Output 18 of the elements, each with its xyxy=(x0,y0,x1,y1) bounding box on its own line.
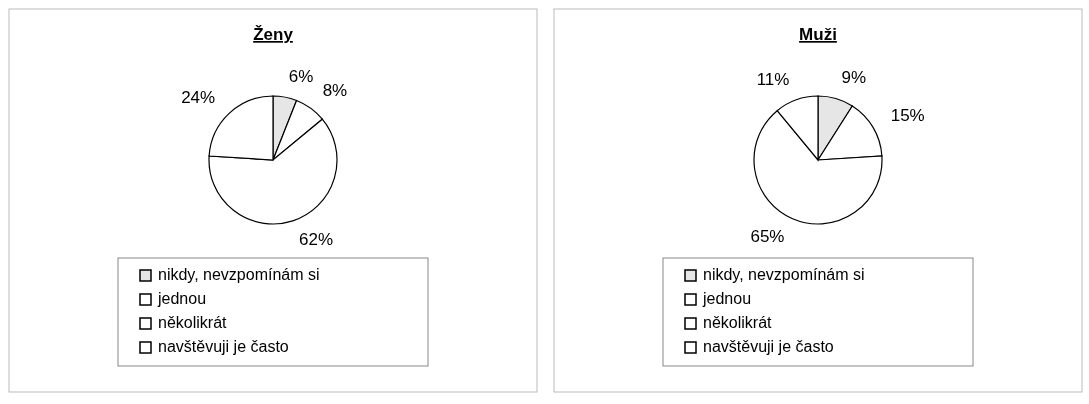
data-label: 9% xyxy=(841,68,867,88)
legend-label: nikdy, nevzpomínám si xyxy=(703,266,865,283)
legend-label: nikdy, nevzpomínám si xyxy=(158,266,320,283)
data-label: 8% xyxy=(322,81,348,101)
legend-label: několikrát xyxy=(158,314,228,331)
legend-label: několikrát xyxy=(703,314,773,331)
chart-title: Ženy xyxy=(253,25,294,44)
chart-title: Muži xyxy=(799,25,837,44)
data-label: 62% xyxy=(299,229,334,249)
legend-label: navštěvuji je často xyxy=(158,338,289,355)
data-label: 24% xyxy=(181,87,216,107)
legend-label: jednou xyxy=(157,290,207,307)
data-label: 65% xyxy=(750,227,785,247)
data-label: 11% xyxy=(756,70,790,89)
data-label: 6% xyxy=(288,66,314,86)
data-label: 15% xyxy=(890,106,925,126)
legend-label: navštěvuji je často xyxy=(703,338,834,355)
legend-label: jednou xyxy=(702,290,752,307)
